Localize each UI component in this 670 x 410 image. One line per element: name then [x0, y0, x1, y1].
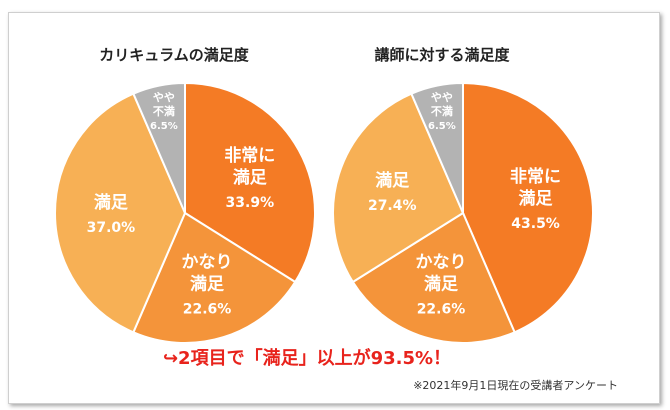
pie-instructor-slice-satisfied	[332, 92, 465, 284]
pie-curriculum-value-very-satisfied: 33.9%	[226, 195, 275, 211]
pie-curriculum-label-slightly-dissatisfied-line: やや	[153, 91, 175, 104]
pie-instructor-value-satisfied: 27.4%	[368, 198, 417, 214]
chart-frame: カリキュラムの満足度 講師に対する満足度 非常に 満足 33.9% かなり 満足 22.6…	[8, 12, 660, 404]
pie-instructor-label-very-satisfied-line: 非常に	[510, 166, 561, 187]
pie-instructor-slice-slightly-dissatisfied	[410, 81, 464, 214]
pie-curriculum-slice-slightly-dissatisfied	[132, 81, 186, 214]
pie-instructor-label-satisfied-line: 満足	[375, 170, 409, 191]
pie-curriculum-label-very-satisfied-line: 非常に	[224, 145, 275, 166]
pie-instructor-label-slightly-dissatisfied-line: やや	[431, 91, 453, 104]
pie-curriculum-value-fairly-satisfied: 22.6%	[183, 302, 232, 318]
pie-instructor-label-slightly-dissatisfied-line: 不満	[431, 104, 453, 118]
pie-instructor-label-very-satisfied-line: 満足	[519, 188, 553, 209]
pie-curriculum-value-slightly-dissatisfied: 6.5%	[150, 121, 178, 132]
pie-curriculum-label-slightly-dissatisfied-line: 不満	[153, 104, 175, 118]
pie-instructor-label-satisfied: 満足 27.4%	[368, 170, 417, 214]
pie-curriculum-slice-satisfied	[54, 92, 187, 334]
pie-instructor-slice-very-satisfied	[462, 81, 594, 334]
pie-instructor-value-very-satisfied: 43.5%	[511, 216, 560, 232]
headline: ↪2項目で「満足」以上が93.5%！	[163, 347, 451, 369]
pie-instructor-slice-fairly-satisfied	[351, 211, 516, 344]
pie-instructor-value-slightly-dissatisfied: 6.5%	[428, 121, 456, 132]
chart-title-instructor: 講師に対する満足度	[374, 46, 510, 64]
pie-curriculum-label-fairly-satisfied-line: 満足	[190, 274, 224, 295]
pie-curriculum-label-very-satisfied-line: 満足	[233, 167, 267, 188]
pie-curriculum-label-satisfied-line: 満足	[94, 192, 128, 213]
pie-curriculum-label-satisfied: 満足 37.0%	[87, 192, 136, 236]
pie-curriculum-value-satisfied: 37.0%	[87, 220, 136, 236]
pie-curriculum-slice-fairly-satisfied	[132, 211, 297, 344]
pie-instructor-label-fairly-satisfied-line: 満足	[424, 274, 458, 295]
pie-instructor-value-fairly-satisfied: 22.6%	[417, 302, 466, 318]
pie-instructor-label-fairly-satisfied-line: かなり	[415, 253, 466, 273]
chart-title-curriculum: カリキュラムの満足度	[99, 46, 250, 64]
pie-charts: カリキュラムの満足度 講師に対する満足度 非常に満足33.9%かなり満足22.6…	[54, 46, 618, 392]
pie-curriculum-label-fairly-satisfied-line: かなり	[182, 253, 233, 273]
footnote: ※2021年9月1日現在の受講者アンケート	[413, 378, 618, 392]
